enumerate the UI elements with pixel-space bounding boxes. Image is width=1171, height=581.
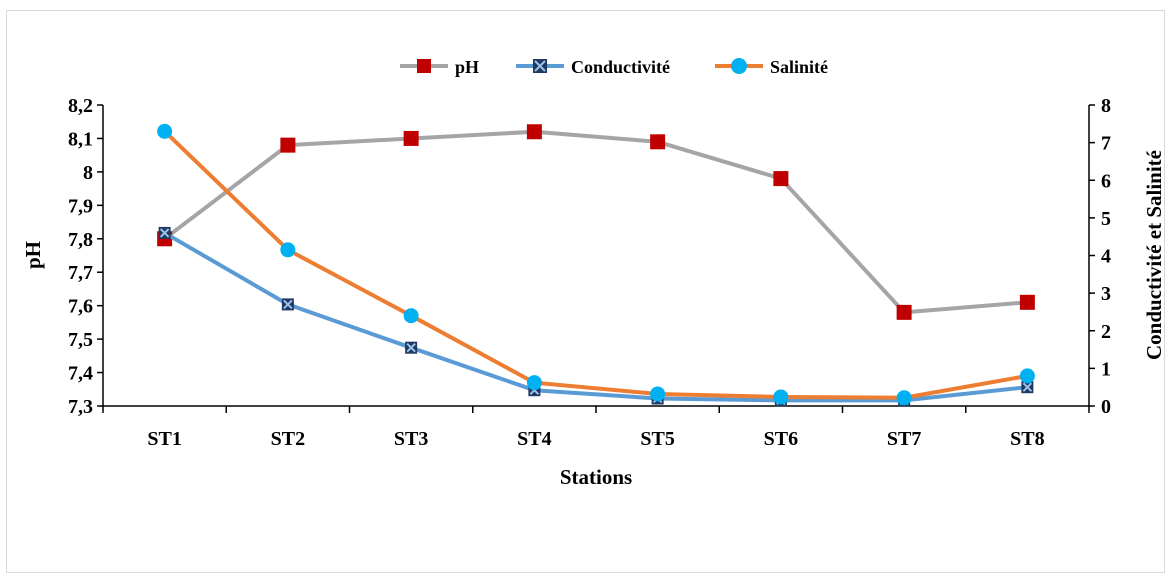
data-point bbox=[157, 123, 173, 139]
x-tick-label: ST6 bbox=[764, 428, 798, 450]
data-point bbox=[1021, 381, 1034, 394]
y2-tick-label: 6 bbox=[1101, 170, 1111, 192]
x-tick-label: ST3 bbox=[394, 428, 428, 450]
data-point bbox=[773, 389, 789, 405]
data-point-cross bbox=[283, 299, 293, 310]
data-point bbox=[896, 304, 912, 320]
y2-tick-label: 1 bbox=[1101, 358, 1111, 380]
data-point bbox=[158, 226, 171, 239]
series-line bbox=[163, 129, 1028, 315]
chart-frame bbox=[6, 10, 1165, 573]
y-tick-label: 8,2 bbox=[68, 95, 93, 117]
y2-tick-label: 2 bbox=[1101, 321, 1111, 343]
data-point bbox=[280, 242, 296, 258]
series-1 bbox=[157, 124, 1035, 320]
y-tick-label: 7,6 bbox=[68, 296, 93, 318]
data-point bbox=[1019, 294, 1035, 310]
x-tick-label: ST2 bbox=[271, 428, 305, 450]
y2-axis-title: Conductivité et Salinité bbox=[1142, 150, 1166, 360]
data-point bbox=[650, 386, 666, 402]
data-point bbox=[405, 341, 418, 354]
y-tick-label: 8,1 bbox=[68, 128, 93, 150]
y2-tick-label: 5 bbox=[1101, 208, 1111, 230]
data-point bbox=[280, 137, 296, 153]
y-axis-title: pH bbox=[21, 241, 45, 269]
x-tick-label: ST7 bbox=[887, 428, 921, 450]
legend-item-salinite: Salinité bbox=[715, 57, 828, 77]
series-layer bbox=[157, 123, 1035, 407]
y2-tick-label: 3 bbox=[1101, 283, 1111, 305]
data-point bbox=[403, 308, 419, 324]
data-point-cross bbox=[1022, 382, 1033, 392]
x-axis-title: Stations bbox=[560, 465, 632, 489]
legend-label-ph: pH bbox=[455, 57, 479, 77]
legend-item-ph: pH bbox=[400, 57, 479, 77]
legend-item-conductivite: Conductivité bbox=[516, 57, 670, 77]
data-point bbox=[1019, 368, 1035, 384]
x-tick-label: ST5 bbox=[640, 428, 674, 450]
y-tick-label: 7,3 bbox=[68, 396, 93, 418]
y2-tick-label: 0 bbox=[1101, 396, 1111, 418]
y-tick-label: 7,9 bbox=[68, 195, 93, 217]
legend-label-salinite: Salinité bbox=[770, 57, 828, 77]
data-point bbox=[526, 375, 542, 391]
y2-tick-label: 4 bbox=[1101, 246, 1111, 268]
y2-tick-label: 8 bbox=[1101, 95, 1111, 117]
series-line bbox=[163, 129, 1028, 400]
series-3 bbox=[157, 123, 1035, 406]
legend-label-conductivite: Conductivité bbox=[571, 57, 670, 77]
y-tick-label: 7,7 bbox=[68, 262, 93, 284]
x-tick-label: ST4 bbox=[517, 428, 551, 450]
data-point bbox=[650, 134, 666, 150]
legend: pH Conductivité Salinité bbox=[400, 57, 828, 77]
y-tick-label: 8 bbox=[83, 162, 93, 184]
data-point bbox=[896, 390, 912, 406]
x-tick-label: ST1 bbox=[147, 428, 181, 450]
axes: 7,3 7,4 7,5 7,6 7,7 7,8 7,9 8 8,1 8,2 0 1 2 3 4 5 6 7 8 ST1… bbox=[68, 95, 1111, 450]
data-point bbox=[773, 171, 789, 187]
data-point bbox=[403, 130, 419, 146]
data-point bbox=[526, 124, 542, 140]
series-line bbox=[163, 231, 1028, 403]
x-tick-label: ST8 bbox=[1010, 428, 1044, 450]
data-point-cross bbox=[406, 342, 416, 353]
y-tick-label: 7,5 bbox=[68, 329, 93, 351]
y-tick-label: 7,4 bbox=[68, 363, 93, 385]
data-point-cross bbox=[159, 228, 170, 238]
y-tick-label: 7,8 bbox=[68, 229, 93, 251]
data-point bbox=[281, 298, 294, 311]
y2-tick-label: 7 bbox=[1101, 133, 1111, 155]
